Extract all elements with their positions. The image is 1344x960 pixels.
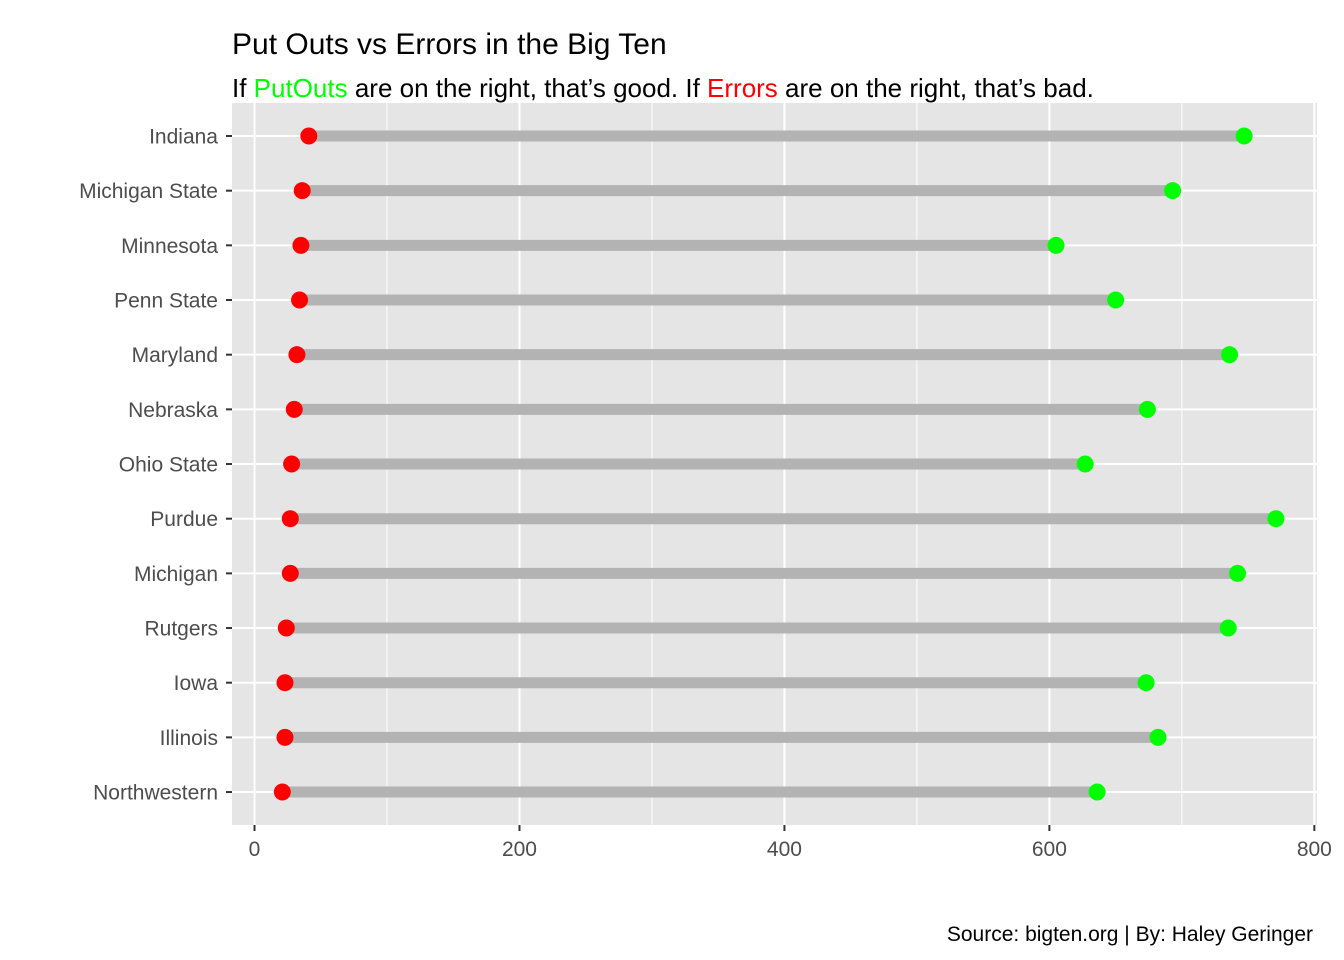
errors-point-minnesota [292, 236, 310, 254]
errors-point-ohio-state [283, 455, 301, 473]
putouts-point-illinois [1149, 728, 1167, 746]
subtitle-part-2: are on the right, that’s good. If [348, 73, 707, 103]
dumbbell-segments [282, 130, 1276, 798]
errors-point-indiana [300, 127, 318, 145]
putouts-point-penn-state [1107, 291, 1125, 309]
chart-title: Put Outs vs Errors in the Big Ten [232, 28, 667, 61]
y-tick-label: Illinois [160, 727, 218, 750]
errors-point-nebraska [285, 400, 303, 418]
x-tick-label: 600 [1032, 838, 1067, 861]
putouts-point-ohio-state [1076, 455, 1094, 473]
putouts-point-michigan [1229, 564, 1247, 582]
x-axis: 0 200 400 600 800 [249, 825, 1332, 861]
errors-point-northwestern [273, 783, 291, 801]
y-tick-label: Northwestern [93, 782, 218, 805]
x-tick-label: 0 [249, 838, 261, 861]
errors-point-purdue [281, 510, 299, 528]
subtitle-part-4: are on the right, that’s bad. [778, 73, 1094, 103]
putouts-point-indiana [1235, 127, 1253, 145]
y-tick-label: Rutgers [144, 618, 218, 641]
y-tick-label: Maryland [132, 344, 218, 367]
putouts-point-nebraska [1138, 400, 1156, 418]
y-axis: Indiana Michigan State Minnesota Penn State… [79, 126, 232, 805]
chart-caption: Source: bigten.org | By: Haley Geringer [947, 923, 1313, 946]
putouts-point-purdue [1267, 510, 1285, 528]
x-tick-label: 400 [767, 838, 802, 861]
x-tick-label: 800 [1297, 838, 1332, 861]
y-tick-label: Nebraska [128, 399, 218, 422]
y-tick-label: Michigan [134, 563, 218, 586]
subtitle-part-0: If [232, 73, 254, 103]
putouts-point-rutgers [1219, 619, 1237, 637]
errors-point-michigan [281, 564, 299, 582]
putouts-point-northwestern [1088, 783, 1106, 801]
errors-point-rutgers [277, 619, 295, 637]
chart-subtitle: If PutOuts are on the right, that’s good… [232, 73, 1094, 103]
subtitle-part-1: PutOuts [254, 73, 348, 103]
errors-point-iowa [276, 674, 294, 692]
putouts-point-minnesota [1047, 236, 1065, 254]
putouts-point-michigan-state [1164, 182, 1182, 200]
errors-point-penn-state [291, 291, 309, 309]
subtitle-part-3: Errors [707, 73, 778, 103]
y-tick-label: Iowa [174, 672, 219, 695]
data-points [273, 127, 1285, 801]
y-tick-label: Ohio State [119, 454, 218, 477]
y-tick-label: Indiana [149, 126, 218, 149]
putouts-point-maryland [1221, 346, 1239, 364]
putouts-point-iowa [1137, 674, 1155, 692]
errors-point-illinois [276, 728, 294, 746]
y-tick-label: Minnesota [121, 235, 218, 258]
x-tick-label: 200 [502, 838, 537, 861]
y-tick-label: Michigan State [79, 180, 218, 203]
y-tick-label: Purdue [150, 508, 218, 531]
y-tick-label: Penn State [114, 290, 218, 313]
errors-point-maryland [288, 346, 306, 364]
errors-point-michigan-state [293, 182, 311, 200]
